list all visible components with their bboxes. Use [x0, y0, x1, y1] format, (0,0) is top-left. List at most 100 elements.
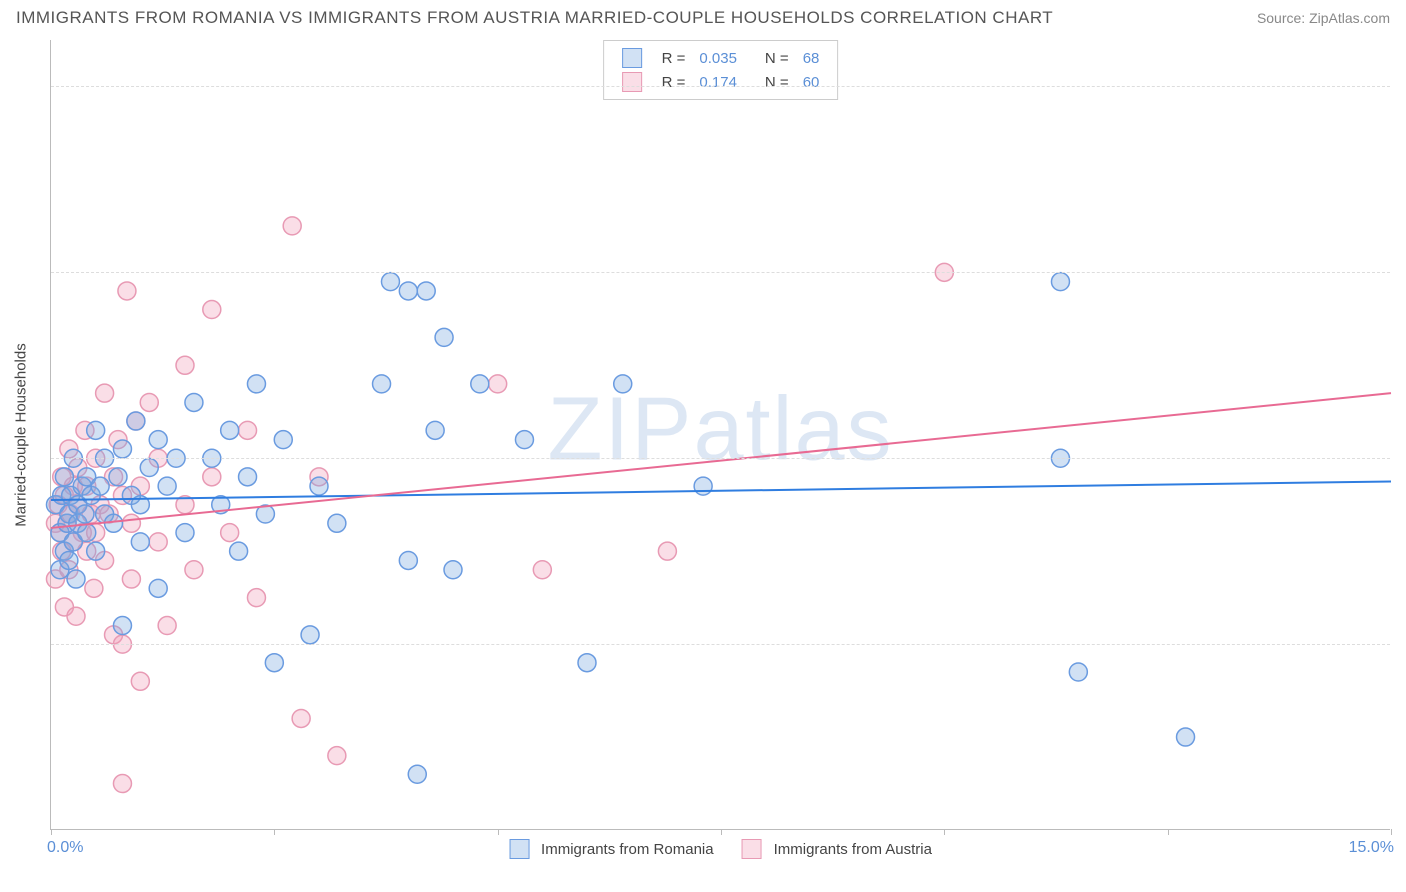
data-point	[221, 421, 239, 439]
legend-n-value: 68	[797, 47, 826, 69]
scatter-svg	[51, 40, 1390, 829]
data-point	[118, 282, 136, 300]
data-point	[239, 468, 257, 486]
legend-swatch	[622, 48, 642, 68]
y-tick-label: 40.0%	[1400, 635, 1406, 653]
gridline-h	[51, 458, 1390, 459]
legend-n-label: N =	[759, 71, 795, 93]
x-tick	[944, 829, 945, 835]
data-point	[221, 524, 239, 542]
legend-n-label: N =	[759, 47, 795, 69]
data-point	[149, 533, 167, 551]
data-point	[283, 217, 301, 235]
data-point	[533, 561, 551, 579]
data-point	[265, 654, 283, 672]
data-point	[247, 375, 265, 393]
data-point	[85, 579, 103, 597]
plot-area: ZIPatlas R =0.035N =68R =0.174N =60 Marr…	[50, 40, 1390, 830]
data-point	[328, 747, 346, 765]
data-point	[113, 440, 131, 458]
data-point	[203, 468, 221, 486]
legend-r-value: 0.035	[693, 47, 743, 69]
data-point	[91, 477, 109, 495]
legend-swatch	[622, 72, 642, 92]
data-point	[158, 617, 176, 635]
data-point	[113, 617, 131, 635]
legend-bottom-item: Immigrants from Austria	[742, 839, 932, 859]
data-point	[203, 301, 221, 319]
source-label: Source: ZipAtlas.com	[1257, 10, 1390, 26]
data-point	[489, 375, 507, 393]
data-point	[78, 524, 96, 542]
data-point	[67, 570, 85, 588]
data-point	[96, 384, 114, 402]
data-point	[122, 570, 140, 588]
data-point	[158, 477, 176, 495]
data-point	[131, 672, 149, 690]
legend-n-value: 60	[797, 71, 826, 93]
legend-row: R =0.035N =68	[616, 47, 826, 69]
data-point	[185, 393, 203, 411]
legend-series-name: Immigrants from Austria	[774, 841, 932, 858]
data-point	[122, 514, 140, 532]
data-point	[301, 626, 319, 644]
legend-bottom: Immigrants from Romania Immigrants from A…	[509, 839, 932, 859]
x-tick-label: 0.0%	[47, 839, 83, 857]
data-point	[67, 607, 85, 625]
legend-swatch	[509, 839, 529, 859]
data-point	[578, 654, 596, 672]
x-tick	[1168, 829, 1169, 835]
data-point	[176, 356, 194, 374]
legend-series-name: Immigrants from Romania	[541, 841, 714, 858]
x-tick	[721, 829, 722, 835]
trend-line	[51, 393, 1391, 528]
x-tick	[498, 829, 499, 835]
legend-row: R =0.174N =60	[616, 71, 826, 93]
data-point	[471, 375, 489, 393]
data-point	[328, 514, 346, 532]
gridline-h	[51, 272, 1390, 273]
data-point	[55, 468, 73, 486]
chart-title: IMMIGRANTS FROM ROMANIA VS IMMIGRANTS FR…	[16, 8, 1053, 28]
data-point	[399, 282, 417, 300]
data-point	[60, 551, 78, 569]
data-point	[185, 561, 203, 579]
x-tick	[51, 829, 52, 835]
y-tick-label: 100.0%	[1400, 77, 1406, 95]
y-tick-label: 60.0%	[1400, 449, 1406, 467]
data-point	[1177, 728, 1195, 746]
data-point	[614, 375, 632, 393]
data-point	[310, 477, 328, 495]
data-point	[373, 375, 391, 393]
data-point	[239, 421, 257, 439]
data-point	[140, 393, 158, 411]
x-tick	[1391, 829, 1392, 835]
data-point	[417, 282, 435, 300]
y-axis-label: Married-couple Households	[13, 343, 30, 526]
legend-top: R =0.035 N =68R =0.174N =60	[603, 40, 839, 100]
x-tick	[274, 829, 275, 835]
data-point	[426, 421, 444, 439]
x-tick-label: 15.0%	[1349, 839, 1394, 857]
data-point	[176, 524, 194, 542]
legend-bottom-item: Immigrants from Romania	[509, 839, 714, 859]
data-point	[694, 477, 712, 495]
data-point	[399, 551, 417, 569]
data-point	[408, 765, 426, 783]
data-point	[113, 775, 131, 793]
data-point	[292, 709, 310, 727]
data-point	[1051, 273, 1069, 291]
plot-container: ZIPatlas R =0.035N =68R =0.174N =60 Marr…	[50, 40, 1390, 830]
legend-swatch	[742, 839, 762, 859]
data-point	[1069, 663, 1087, 681]
data-point	[87, 542, 105, 560]
data-point	[131, 533, 149, 551]
data-point	[87, 421, 105, 439]
data-point	[247, 589, 265, 607]
gridline-h	[51, 86, 1390, 87]
y-tick-label: 80.0%	[1400, 263, 1406, 281]
legend-r-label: R =	[656, 71, 692, 93]
data-point	[149, 579, 167, 597]
data-point	[127, 412, 145, 430]
data-point	[149, 431, 167, 449]
